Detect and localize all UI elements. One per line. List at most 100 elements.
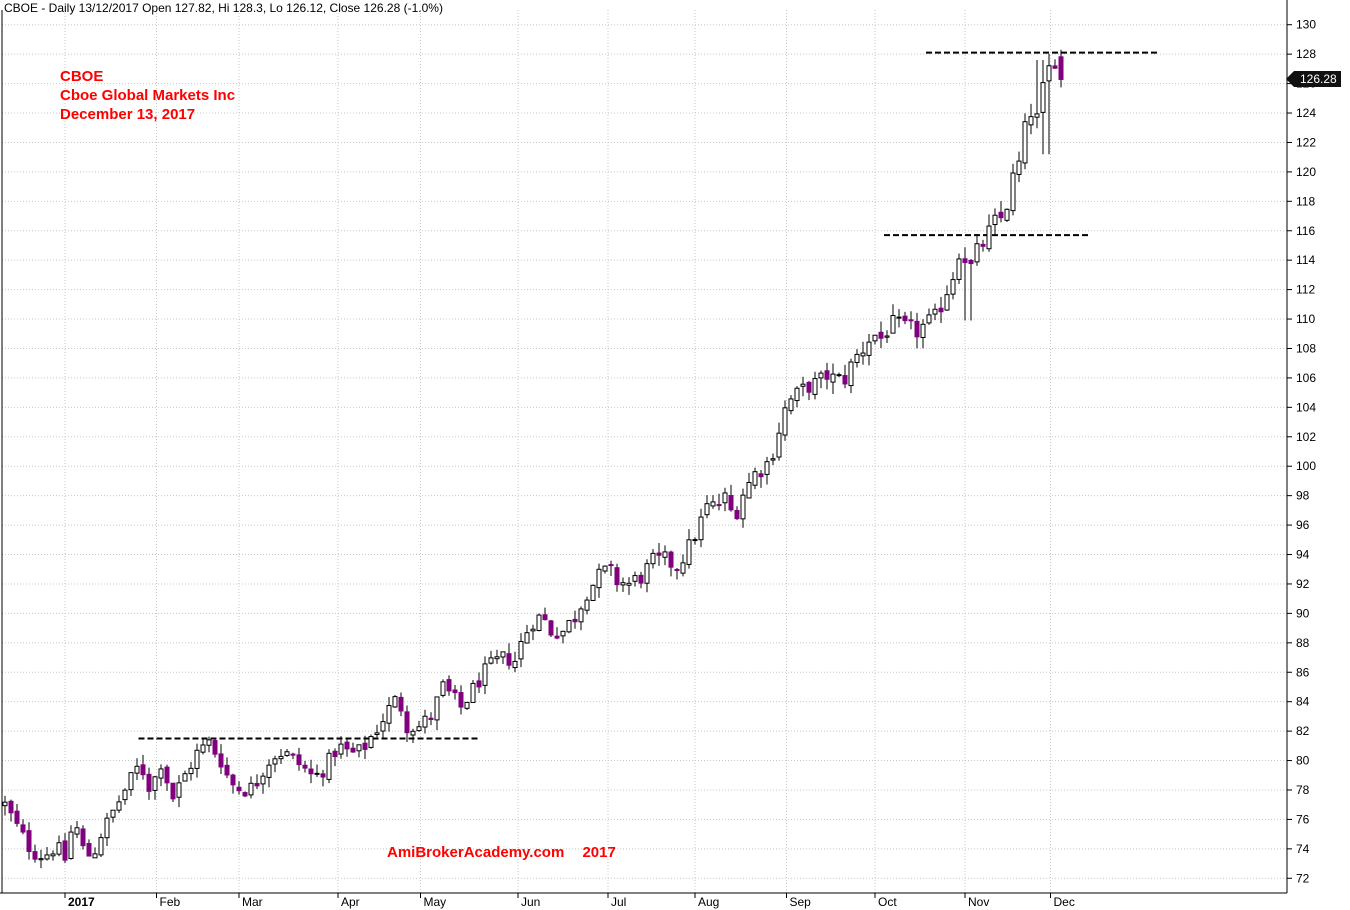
candle-down	[350, 747, 356, 753]
candle-up	[326, 752, 332, 780]
grid	[2, 10, 1287, 893]
candle-up	[284, 751, 290, 756]
candle-down	[290, 753, 296, 756]
candle-down	[62, 840, 68, 861]
candle-up	[974, 243, 980, 263]
candle-up	[1004, 208, 1010, 221]
candle-up	[788, 398, 794, 412]
y-tick-label: 130	[1296, 18, 1316, 32]
candle-up	[104, 817, 110, 839]
candle-up	[314, 772, 320, 775]
candle-down	[638, 574, 644, 584]
candle-up	[338, 743, 344, 755]
candle-down	[572, 618, 578, 623]
candle-down	[320, 773, 326, 778]
candle-down	[548, 620, 554, 636]
candle-up	[266, 764, 272, 778]
candle-down	[842, 375, 848, 385]
candle-down	[254, 782, 260, 787]
candle-up	[986, 225, 992, 250]
candle-down	[614, 567, 620, 586]
y-tick-label: 72	[1296, 871, 1310, 885]
y-tick-label: 128	[1296, 47, 1316, 61]
candle-up	[1034, 113, 1040, 118]
candle-down	[938, 307, 944, 313]
x-tick-label: Jun	[521, 895, 540, 909]
y-tick-label: 92	[1296, 577, 1310, 591]
candle-up	[884, 335, 890, 338]
y-tick-label: 116	[1296, 224, 1315, 238]
candle-down	[902, 315, 908, 322]
y-tick-label: 80	[1296, 754, 1310, 768]
candle-up	[494, 656, 500, 660]
candle-up	[704, 503, 710, 516]
candle-down	[1052, 65, 1058, 69]
candle-down	[26, 830, 32, 852]
candle-up	[560, 630, 566, 637]
candle-up	[686, 539, 692, 565]
candle-down	[962, 258, 968, 264]
candle-up	[410, 730, 416, 736]
y-tick-label: 100	[1296, 459, 1316, 473]
candle-down	[476, 680, 482, 688]
x-tick-label: Nov	[968, 895, 989, 909]
candle-down	[716, 504, 722, 507]
y-tick-label: 118	[1296, 194, 1315, 208]
candle-up	[644, 563, 650, 584]
candle-down	[242, 792, 248, 797]
candle-down	[656, 552, 662, 556]
candle-up	[650, 552, 656, 565]
candle-up	[194, 749, 200, 769]
candle-up	[116, 801, 122, 811]
candle-up	[272, 758, 278, 765]
axes: 72 74 76 78 80 82 84 86 88 90 92 94 96 98 100 102 104 106…	[0, 0, 1316, 909]
candle-up	[794, 387, 800, 402]
candle-down	[140, 764, 146, 776]
watermark-site: AmiBrokerAcademy.com	[387, 844, 565, 861]
candle-up	[770, 458, 776, 461]
candle-up	[1046, 65, 1052, 82]
candle-up	[98, 837, 104, 856]
candle-up	[128, 772, 134, 791]
y-tick-label: 86	[1296, 665, 1310, 679]
candle-down	[20, 824, 26, 833]
candle-up	[470, 682, 476, 703]
x-tick-label: Apr	[341, 895, 360, 909]
candle-down	[398, 696, 404, 712]
y-tick-label: 124	[1296, 106, 1316, 120]
candle-up	[44, 854, 50, 860]
candle-up	[176, 782, 182, 798]
candle-up	[740, 494, 746, 520]
candle-down	[446, 679, 452, 692]
candle-up	[596, 568, 602, 589]
candle-up	[818, 372, 824, 379]
candle-down	[554, 635, 560, 639]
candle-up	[512, 660, 518, 669]
candle-down	[806, 381, 812, 393]
candle-up	[896, 316, 902, 319]
candle-up	[710, 501, 716, 507]
candle-down	[452, 689, 458, 694]
candle-up	[386, 705, 392, 724]
y-tick-label: 74	[1296, 842, 1310, 856]
candle-up	[776, 432, 782, 458]
candle-up	[872, 334, 878, 342]
candle-down	[230, 774, 236, 786]
candle-down	[80, 828, 86, 847]
watermark: AmiBrokerAcademy.com 2017	[387, 844, 616, 861]
reference-lines	[138, 51, 1160, 740]
x-tick-label: 2017	[68, 895, 95, 909]
candle-up	[260, 775, 266, 785]
candle-up	[392, 696, 398, 708]
candle-up	[434, 696, 440, 721]
candles	[2, 49, 1064, 869]
candle-up	[782, 407, 788, 436]
candle-up	[92, 853, 98, 859]
candle-down	[608, 564, 614, 567]
x-tick-label: Aug	[698, 895, 719, 909]
candle-down	[164, 766, 170, 784]
candle-up	[188, 767, 194, 775]
candle-down	[362, 742, 368, 750]
candle-up	[602, 565, 608, 572]
